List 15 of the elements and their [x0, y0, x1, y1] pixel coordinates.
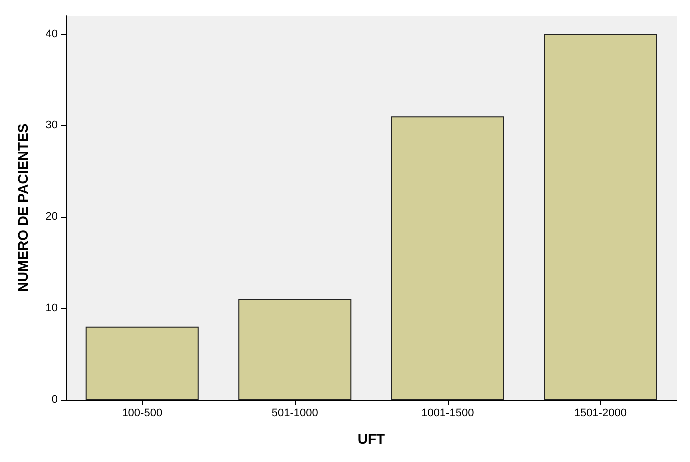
y-tick-label: 20: [46, 211, 58, 224]
y-tick-label: 40: [46, 28, 58, 40]
x-tick-label: 501-1000: [272, 408, 318, 420]
bar: [238, 299, 352, 400]
y-tick-label: 30: [46, 120, 58, 132]
y-axis-title: NUMERO DE PACIENTES: [15, 124, 31, 292]
bar: [544, 34, 658, 400]
bar: [86, 326, 199, 400]
y-tick-label: 0: [52, 394, 58, 406]
x-axis-title: UFT: [358, 431, 386, 447]
x-tick-label: 1501-2000: [574, 408, 627, 420]
bar: [391, 116, 504, 400]
x-tick-label: 100-500: [122, 408, 163, 420]
y-tick-label: 10: [46, 302, 58, 315]
x-tick-label: 1001-1500: [422, 408, 474, 420]
